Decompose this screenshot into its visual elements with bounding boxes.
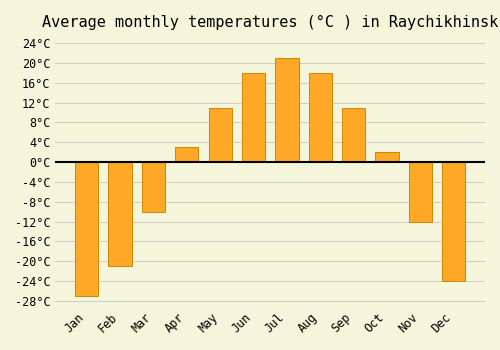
Bar [275, 58, 298, 162]
Bar [75, 162, 98, 296]
Title: Average monthly temperatures (°C ) in Raychikhinsk: Average monthly temperatures (°C ) in Ra… [42, 15, 498, 30]
Bar [376, 152, 398, 162]
Bar [142, 162, 165, 212]
Bar [442, 162, 466, 281]
Bar [308, 73, 332, 162]
Bar [175, 147, 199, 162]
Bar [208, 107, 232, 162]
Bar [408, 162, 432, 222]
Bar [342, 107, 365, 162]
Bar [242, 73, 265, 162]
Bar [108, 162, 132, 266]
